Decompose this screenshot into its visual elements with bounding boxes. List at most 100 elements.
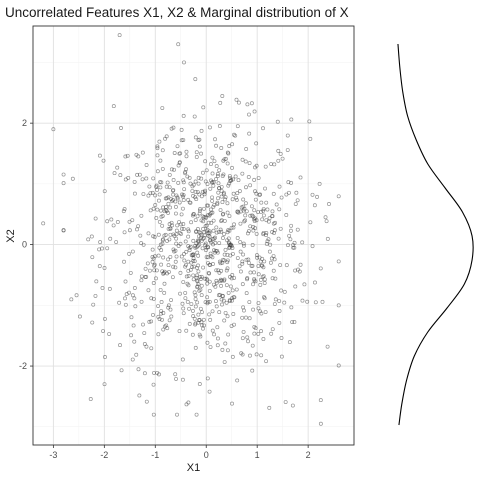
scatter-point: [161, 205, 166, 210]
scatter-point: [131, 323, 136, 328]
scatter-point: [205, 281, 210, 286]
scatter-point: [191, 212, 196, 217]
scatter-point: [269, 331, 274, 336]
scatter-point: [277, 320, 282, 325]
scatter-point: [262, 295, 266, 299]
scatter-point: [289, 223, 294, 228]
scatter-point: [165, 238, 169, 243]
scatter-point: [168, 226, 173, 231]
scatter-point: [173, 248, 178, 253]
scatter-point: [235, 378, 240, 383]
scatter-point: [117, 33, 122, 38]
scatter-point: [264, 241, 269, 246]
scatter-point: [172, 167, 176, 172]
scatter-point: [222, 360, 227, 364]
scatter-point: [278, 151, 283, 156]
scatter-point: [207, 288, 212, 293]
scatter-point: [325, 236, 330, 241]
scatter-point: [199, 320, 204, 325]
scatter-point: [278, 263, 283, 267]
scatter-point: [115, 165, 120, 170]
scatter-point: [219, 283, 223, 288]
scatter-point: [273, 297, 278, 302]
scatter-point: [286, 180, 291, 185]
scatter-point: [180, 357, 185, 362]
scatter-point: [203, 300, 208, 305]
scatter-point: [267, 405, 272, 410]
scatter-point: [215, 202, 220, 207]
scatter-point: [225, 201, 230, 206]
scatter-point: [230, 354, 235, 359]
scatter-point: [197, 382, 202, 386]
scatter-point: [188, 181, 193, 186]
scatter-point: [198, 230, 203, 235]
scatter-point: [282, 289, 287, 294]
scatter-point: [293, 284, 298, 289]
scatter-point: [180, 226, 184, 231]
scatter-point: [107, 332, 112, 336]
scatter-point: [199, 151, 204, 156]
scatter-point: [156, 198, 161, 203]
scatter-point: [308, 136, 313, 141]
scatter-point: [283, 400, 288, 404]
scatter-point: [240, 157, 245, 162]
scatter-point: [248, 213, 253, 218]
scatter-point: [279, 288, 284, 293]
scatter-point: [297, 269, 302, 274]
scatter-point: [169, 126, 174, 131]
scatter-point: [219, 194, 224, 199]
scatter-point: [225, 252, 230, 257]
scatter-point: [151, 312, 155, 317]
scatter-point: [261, 337, 266, 341]
scatter-point: [147, 184, 152, 189]
scatter-point: [140, 177, 145, 182]
scatter-point: [215, 343, 220, 348]
scatter-point: [234, 197, 239, 202]
scatter-point: [169, 314, 174, 319]
scatter-point: [253, 197, 258, 202]
scatter-point: [288, 228, 293, 233]
scatter-point: [214, 278, 219, 283]
scatter-point: [202, 190, 207, 195]
scatter-point: [188, 244, 193, 249]
scatter-point: [276, 158, 281, 163]
scatter-point: [250, 243, 255, 247]
scatter-point: [203, 224, 208, 229]
scatter-point: [173, 211, 178, 216]
scatter-point: [102, 189, 107, 194]
scatter-point: [205, 203, 209, 208]
scatter-point: [74, 293, 79, 298]
scatter-point: [160, 166, 165, 171]
scatter-point: [97, 153, 102, 158]
scatter-point: [289, 117, 294, 122]
scatter-point: [262, 281, 267, 285]
scatter-point: [228, 284, 233, 289]
scatter-point: [259, 209, 264, 214]
scatter-point: [230, 142, 235, 147]
scatter-point: [318, 266, 323, 271]
scatter-point: [179, 127, 184, 132]
scatter-point: [200, 246, 205, 251]
scatter-point: [199, 176, 204, 181]
scatter-point: [225, 258, 230, 263]
scatter-point: [253, 279, 258, 284]
scatter-point: [161, 327, 166, 332]
scatter-point: [102, 316, 107, 321]
scatter-point: [289, 305, 294, 310]
scatter-point: [279, 195, 284, 200]
scatter-point: [180, 192, 185, 197]
scatter-point: [181, 113, 186, 118]
scatter-point: [156, 314, 161, 319]
scatter-point: [280, 156, 285, 161]
scatter-point: [135, 172, 140, 177]
scatter-point: [247, 131, 252, 136]
scatter-point: [191, 277, 196, 282]
scatter-point: [279, 354, 284, 359]
scatter-point: [149, 296, 154, 301]
scatter-point: [184, 167, 188, 172]
scatter-point: [132, 339, 137, 344]
scatter-point: [235, 191, 240, 196]
scatter-point: [133, 304, 138, 309]
scatter-point: [318, 421, 323, 426]
scatter-point: [195, 300, 200, 305]
